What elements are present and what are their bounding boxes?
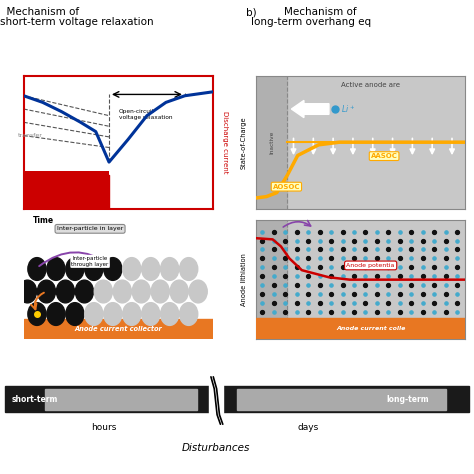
Circle shape	[47, 258, 65, 281]
FancyArrow shape	[292, 100, 329, 118]
Circle shape	[161, 258, 179, 281]
Bar	[24, 172, 109, 209]
Circle shape	[132, 280, 150, 303]
Text: Anode current collector: Anode current collector	[74, 326, 163, 332]
Text: Inactive: Inactive	[269, 130, 274, 154]
Circle shape	[151, 280, 169, 303]
Text: days: days	[298, 423, 319, 432]
Circle shape	[66, 258, 84, 281]
Text: transfer: transfer	[18, 133, 43, 138]
Text: Discharge current: Discharge current	[222, 111, 228, 173]
Circle shape	[94, 280, 112, 303]
Text: Time: Time	[33, 216, 55, 225]
Text: $Li^+$: $Li^+$	[341, 103, 356, 115]
Text: Anode lithiation: Anode lithiation	[241, 253, 247, 306]
Circle shape	[18, 280, 36, 303]
Bar	[256, 318, 465, 339]
Circle shape	[66, 303, 84, 326]
Text: Open-circuit
voltage relaxation: Open-circuit voltage relaxation	[118, 109, 172, 120]
Text: Mechanism of: Mechanism of	[284, 7, 357, 17]
Text: short-term: short-term	[12, 395, 58, 404]
Circle shape	[104, 258, 122, 281]
Circle shape	[75, 280, 93, 303]
Circle shape	[142, 258, 160, 281]
Text: hours: hours	[91, 423, 117, 432]
Circle shape	[28, 258, 46, 281]
Text: Active anode are: Active anode are	[341, 82, 400, 89]
Circle shape	[28, 303, 46, 326]
Text: short-term voltage relaxation: short-term voltage relaxation	[0, 17, 154, 27]
Text: long-term overhang eq: long-term overhang eq	[251, 17, 371, 27]
Circle shape	[104, 303, 122, 326]
Text: Mechanism of: Mechanism of	[0, 7, 79, 17]
Text: Inter-particle in layer: Inter-particle in layer	[57, 227, 123, 231]
Circle shape	[85, 303, 103, 326]
Circle shape	[161, 303, 179, 326]
Circle shape	[47, 303, 65, 326]
Circle shape	[170, 280, 188, 303]
Text: AOSOC: AOSOC	[273, 183, 300, 190]
Bar	[209, 384, 223, 415]
Circle shape	[37, 280, 55, 303]
Text: Disturbances: Disturbances	[182, 443, 250, 453]
Circle shape	[113, 280, 131, 303]
Circle shape	[123, 303, 141, 326]
Text: State-of-Charge: State-of-Charge	[241, 116, 247, 169]
Circle shape	[180, 258, 198, 281]
Text: Anode potentia: Anode potentia	[346, 263, 395, 268]
Bar	[256, 220, 287, 339]
Text: Anode current colle: Anode current colle	[336, 326, 405, 331]
Circle shape	[189, 280, 207, 303]
Circle shape	[142, 303, 160, 326]
Bar	[45, 389, 197, 410]
Text: b): b)	[246, 7, 257, 17]
Text: Inter-particle
through layer: Inter-particle through layer	[72, 256, 109, 267]
Bar	[237, 389, 446, 410]
Circle shape	[123, 258, 141, 281]
Circle shape	[180, 303, 198, 326]
Text: long-term: long-term	[386, 395, 429, 404]
Circle shape	[85, 258, 103, 281]
Bar	[256, 76, 287, 209]
Bar	[5, 386, 469, 412]
Circle shape	[56, 280, 74, 303]
Text: AASOC: AASOC	[371, 153, 398, 159]
Bar	[24, 319, 213, 339]
